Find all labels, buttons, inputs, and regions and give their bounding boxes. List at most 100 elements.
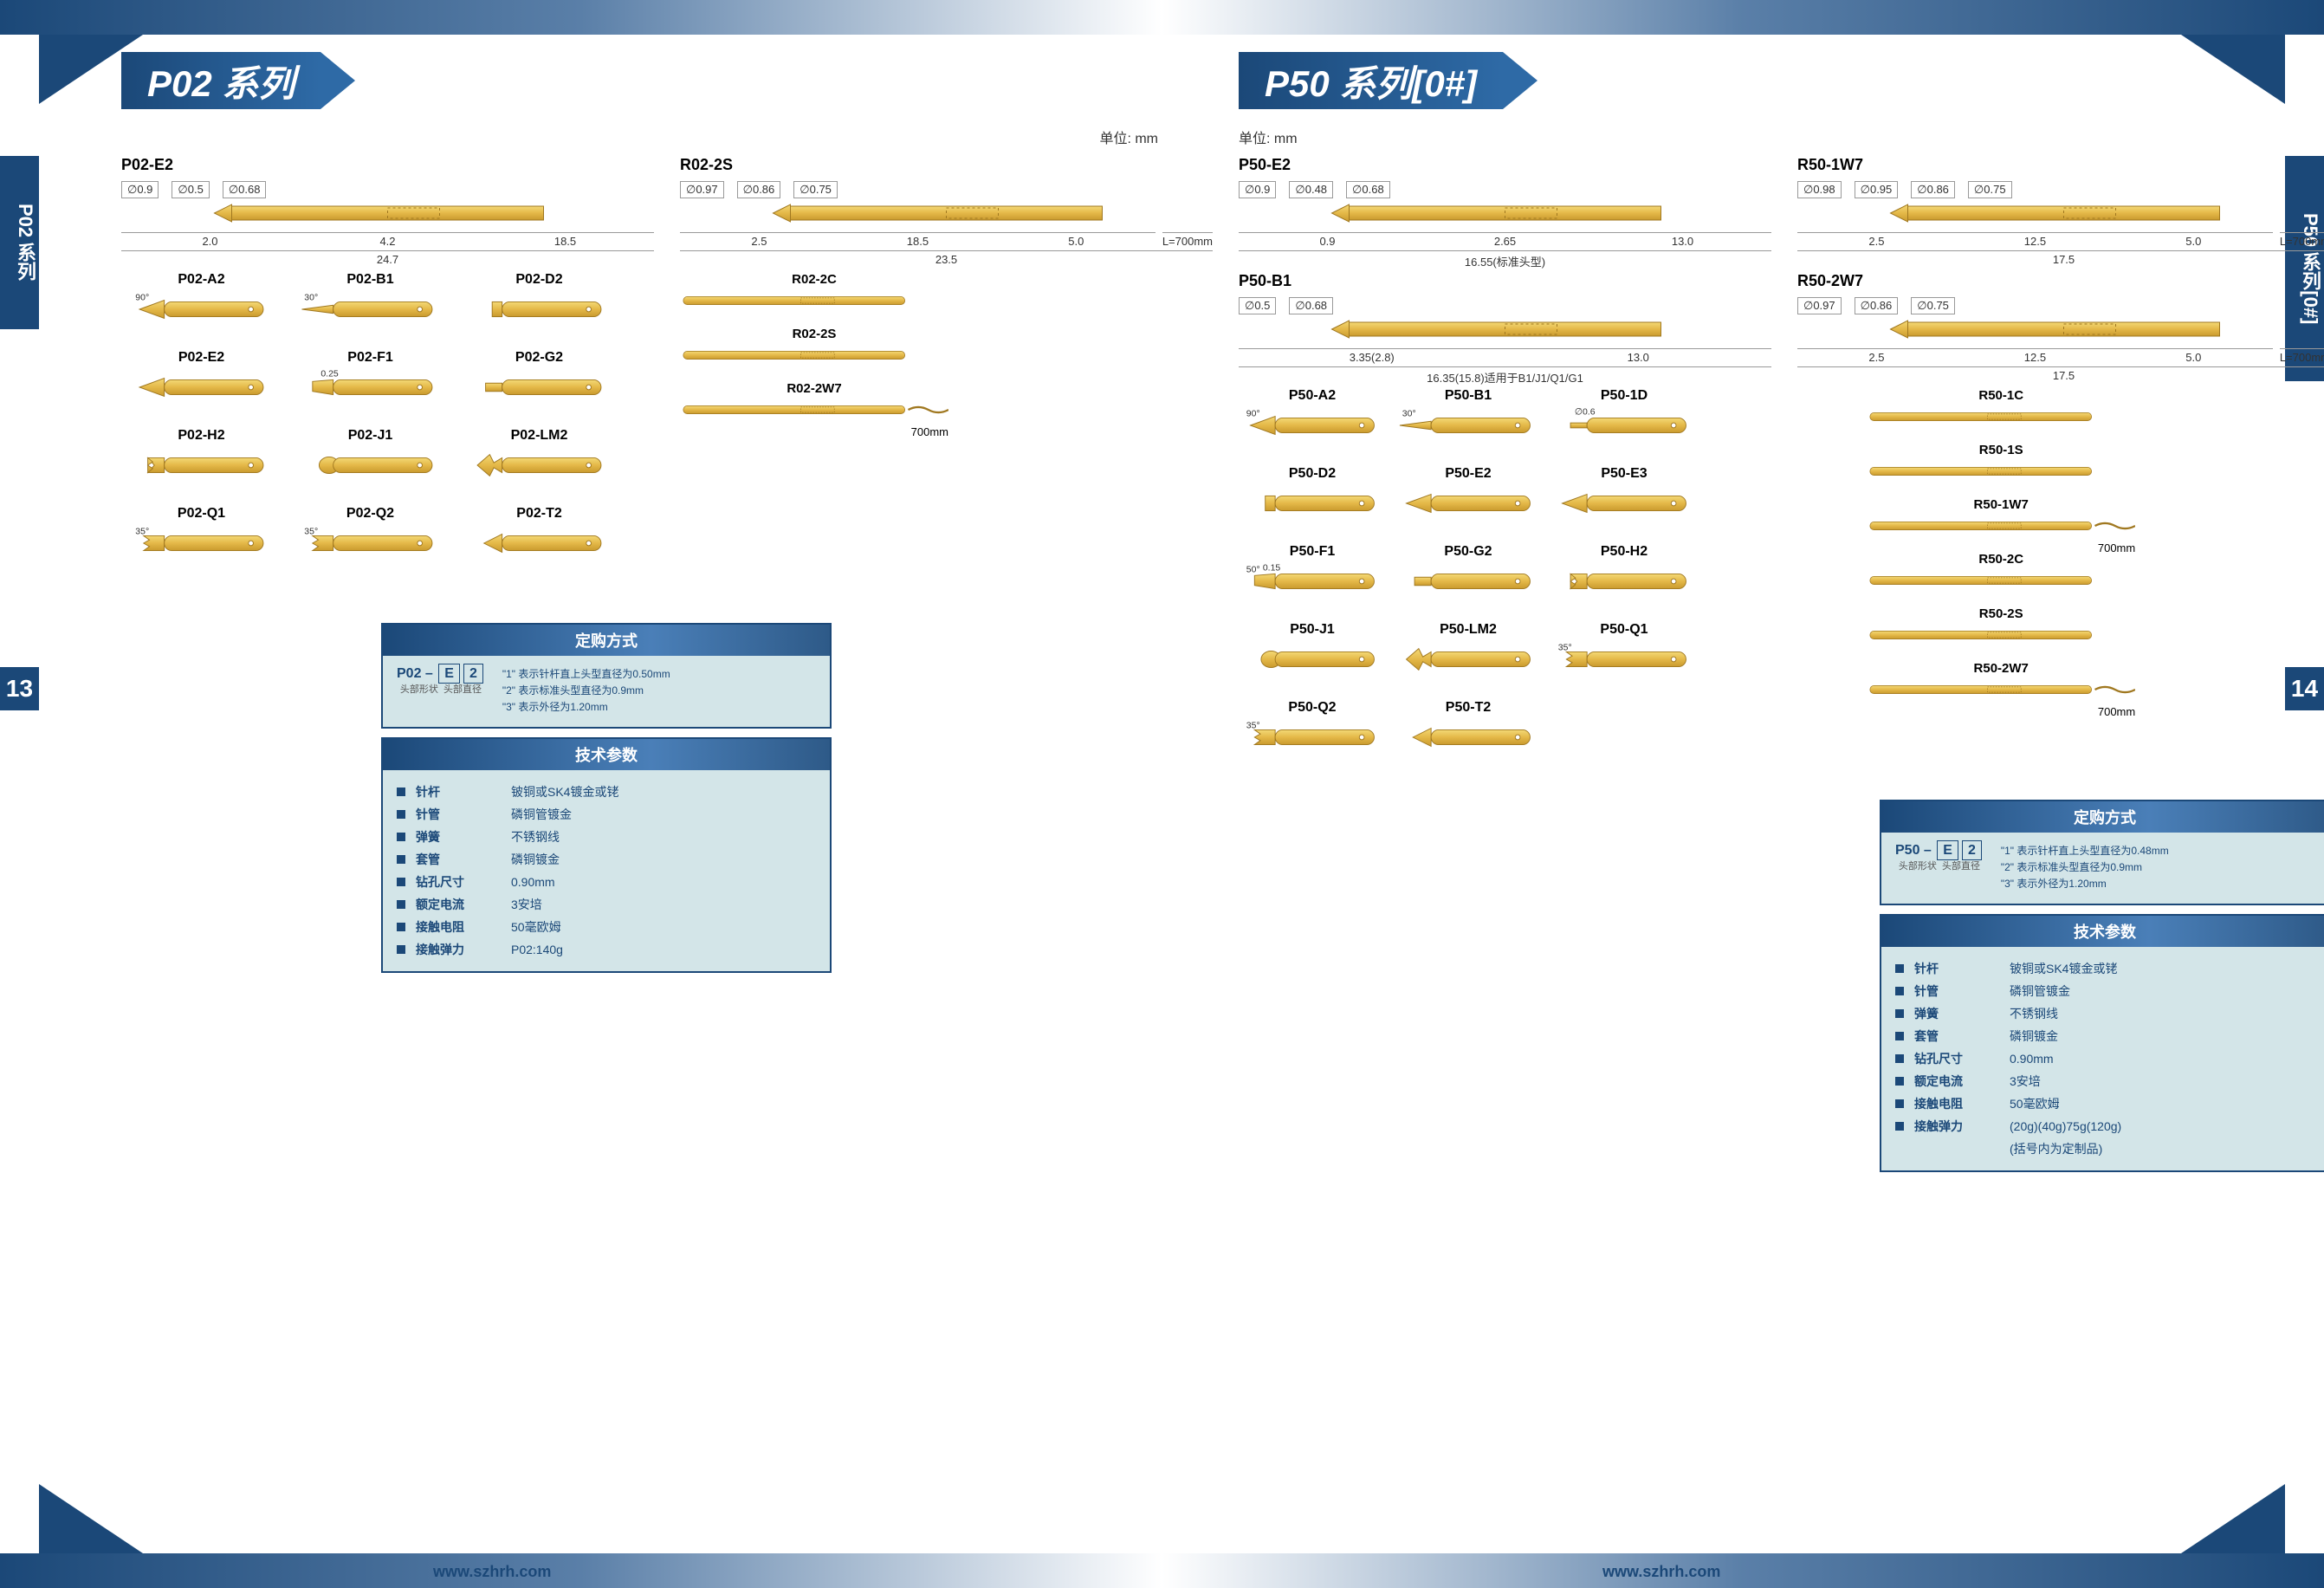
- lower-columns: P02-A2 90° P02-B1 30° P02-D2 P02-E2 P02-…: [121, 272, 1213, 575]
- tip-P50-D2: P50-D2: [1239, 466, 1386, 535]
- spec-row: 针杆铍铜或SK4镀金或铑: [397, 781, 816, 803]
- tip-P50-E2: P50-E2: [1395, 466, 1542, 535]
- svg-text:0.15: 0.15: [1263, 564, 1281, 574]
- spec-row: 接触电阻50毫欧姆: [397, 916, 816, 938]
- dimensioned-probe: ∅0.98∅0.95∅0.86∅0.75 2.512.55.0L=700mm 1…: [1797, 181, 2324, 250]
- dim-row-2: P50-B1 ∅0.5∅0.68 3.35(2.8)13.0 16.35(15.…: [1239, 272, 2324, 366]
- spec-box-header: 技术参数: [383, 739, 830, 770]
- tip-grid-p50: P50-A2 90° P50-B1 30° P50-1D ∅0.6 P50-D2…: [1239, 388, 1841, 769]
- order-under-labels: 头部形状 头部直径: [1895, 859, 1984, 872]
- dimensioned-probe: ∅0.5∅0.68 3.35(2.8)13.0 16.35(15.8)适用于B1…: [1239, 297, 1771, 366]
- tip-P50-G2: P50-G2: [1395, 544, 1542, 613]
- page-right: P50 系列[0#] 单位: mm P50-E2 ∅0.9∅0.48∅0.68 …: [1239, 52, 2324, 1172]
- svg-text:30°: 30°: [1402, 410, 1416, 419]
- tip-P50-F1: P50-F1 50°0.15: [1239, 544, 1386, 613]
- spec-row: 套管磷铜镀金: [1895, 1025, 2314, 1047]
- banner-chevron: [1503, 52, 1537, 109]
- order-notes: "1" 表示针杆直上头型直径为0.48mm"2" 表示标准头型直径为0.9mm"…: [2001, 843, 2169, 893]
- spec-row: 接触弹力P02:140g: [397, 938, 816, 961]
- part-label: R50-1W7: [1797, 156, 2324, 174]
- order-code: P02 – E2: [397, 666, 485, 682]
- order-under-labels: 头部形状 头部直径: [397, 682, 485, 696]
- spec-row: 针管磷铜管镀金: [1895, 980, 2314, 1002]
- tip-P50-E3: P50-E3: [1550, 466, 1698, 535]
- dimensioned-parts-row: P02-E2 ∅0.9∅0.5∅0.68 2.04.218.5 24.7 R02…: [121, 156, 1213, 250]
- svg-text:0.25: 0.25: [320, 370, 339, 379]
- receptacle-R02-2C: R02-2C: [680, 272, 948, 320]
- tip-P02-E2: P02-E2: [121, 350, 282, 419]
- receptacle-R50-1S: R50-1S: [1867, 443, 2135, 490]
- svg-text:35°: 35°: [1558, 644, 1572, 653]
- spec-list: 针杆铍铜或SK4镀金或铑针管磷铜管镀金弹簧不锈钢线套管磷铜镀金钻孔尺寸0.90m…: [397, 781, 816, 961]
- spec-box-header: 技术参数: [1881, 916, 2324, 947]
- lower-columns: P50-A2 90° P50-B1 30° P50-1D ∅0.6 P50-D2…: [1239, 388, 2324, 769]
- spec-row: 弹簧不锈钢线: [397, 826, 816, 848]
- spec-box-p02: 技术参数 针杆铍铜或SK4镀金或铑针管磷铜管镀金弹簧不锈钢线套管磷铜镀金钻孔尺寸…: [381, 737, 832, 973]
- tip-grid-p02: P02-A2 90° P02-B1 30° P02-D2 P02-E2 P02-…: [121, 272, 654, 575]
- tip-P02-Q2: P02-Q2 35°: [290, 506, 450, 575]
- tip-P02-B1: P02-B1 30°: [290, 272, 450, 341]
- tip-P02-G2: P02-G2: [459, 350, 619, 419]
- spec-row: (括号内为定制品): [1895, 1138, 2314, 1160]
- tip-P50-1D: P50-1D ∅0.6: [1550, 388, 1698, 457]
- banner-title: P50 系列[0#]: [1239, 52, 1503, 109]
- banner-title: P02 系列: [121, 52, 320, 109]
- receptacle-R02-2W7: R02-2W7 700mm: [680, 381, 948, 429]
- banner-chevron: [320, 52, 355, 109]
- dimensioned-probe: ∅0.97∅0.86∅0.75 2.518.55.0L=700mm 23.5: [680, 181, 1213, 250]
- receptacle-R50-1C: R50-1C: [1867, 388, 2135, 436]
- bottom-gradient: [0, 1553, 2324, 1588]
- spec-row: 额定电流3安培: [397, 893, 816, 916]
- corner-left-bottom: [39, 1484, 143, 1553]
- order-box-header: 定购方式: [383, 625, 830, 656]
- tip-P50-Q2: P50-Q2 35°: [1239, 700, 1386, 769]
- tip-P02-T2: P02-T2: [459, 506, 619, 575]
- series-banner-p02: P02 系列: [121, 52, 1213, 109]
- order-box-p50: 定购方式 P50 – E2 头部形状 头部直径 "1" 表示针杆直上头型直径为0…: [1880, 800, 2324, 905]
- svg-text:90°: 90°: [135, 294, 149, 303]
- order-box-header: 定购方式: [1881, 801, 2324, 833]
- tip-P02-H2: P02-H2: [121, 428, 282, 497]
- svg-text:30°: 30°: [304, 294, 318, 303]
- page-number-left: 13: [0, 667, 39, 710]
- order-box-p02: 定购方式 P02 – E2 头部形状 头部直径 "1" 表示针杆直上头型直径为0…: [381, 623, 832, 729]
- spec-list: 针杆铍铜或SK4镀金或铑针管磷铜管镀金弹簧不锈钢线套管磷铜镀金钻孔尺寸0.90m…: [1895, 957, 2314, 1160]
- receptacle-list-p50: R50-1C R50-1S R50-1W7 700mm R50-2C R50-2…: [1867, 388, 2324, 716]
- tip-P50-T2: P50-T2: [1395, 700, 1542, 769]
- footer-url-left: www.szhrh.com: [433, 1563, 551, 1581]
- part-label: P02-E2: [121, 156, 654, 174]
- tip-P50-LM2: P50-LM2: [1395, 622, 1542, 691]
- spec-row: 弹簧不锈钢线: [1895, 1002, 2314, 1025]
- tip-P02-Q1: P02-Q1 35°: [121, 506, 282, 575]
- receptacle-R50-1W7: R50-1W7 700mm: [1867, 497, 2135, 545]
- page-left: P02 系列 单位: mm P02-E2 ∅0.9∅0.5∅0.68 2.04.…: [121, 52, 1213, 973]
- spec-box-p50: 技术参数 针杆铍铜或SK4镀金或铑针管磷铜管镀金弹簧不锈钢线套管磷铜镀金钻孔尺寸…: [1880, 914, 2324, 1172]
- spec-row: 接触弹力(20g)(40g)75g(120g): [1895, 1115, 2314, 1138]
- receptacle-list-p02: R02-2C R02-2S R02-2W7 700mm: [680, 272, 1213, 436]
- part-label: P50-B1: [1239, 272, 1771, 290]
- spec-row: 针杆铍铜或SK4镀金或铑: [1895, 957, 2314, 980]
- receptacle-R50-2S: R50-2S: [1867, 606, 2135, 654]
- order-notes: "1" 表示针杆直上头型直径为0.50mm"2" 表示标准头型直径为0.9mm"…: [502, 666, 670, 716]
- tip-P50-J1: P50-J1: [1239, 622, 1386, 691]
- receptacle-R02-2S: R02-2S: [680, 327, 948, 374]
- corner-right-bottom: [2181, 1484, 2285, 1553]
- order-code: P50 – E2: [1895, 843, 1984, 859]
- series-banner-p50: P50 系列[0#]: [1239, 52, 2324, 109]
- tip-P02-LM2: P02-LM2: [459, 428, 619, 497]
- dimensioned-probe: ∅0.97∅0.86∅0.75 2.512.55.0L=700mm 17.5: [1797, 297, 2324, 366]
- spec-row: 钻孔尺寸0.90mm: [1895, 1047, 2314, 1070]
- spec-row: 钻孔尺寸0.90mm: [397, 871, 816, 893]
- svg-text:∅0.6: ∅0.6: [1575, 408, 1596, 418]
- tip-P50-Q1: P50-Q1 35°: [1550, 622, 1698, 691]
- receptacle-R50-2C: R50-2C: [1867, 552, 2135, 600]
- tip-P02-J1: P02-J1: [290, 428, 450, 497]
- part-label: P50-E2: [1239, 156, 1771, 174]
- tip-P50-H2: P50-H2: [1550, 544, 1698, 613]
- spec-row: 针管磷铜管镀金: [397, 803, 816, 826]
- part-label: R50-2W7: [1797, 272, 2324, 290]
- dimensioned-probe: ∅0.9∅0.5∅0.68 2.04.218.5 24.7: [121, 181, 654, 250]
- dimensioned-probe: ∅0.9∅0.48∅0.68 0.92.6513.0 16.55(标准头型): [1239, 181, 1771, 250]
- svg-text:35°: 35°: [135, 528, 149, 537]
- spec-row: 接触电阻50毫欧姆: [1895, 1092, 2314, 1115]
